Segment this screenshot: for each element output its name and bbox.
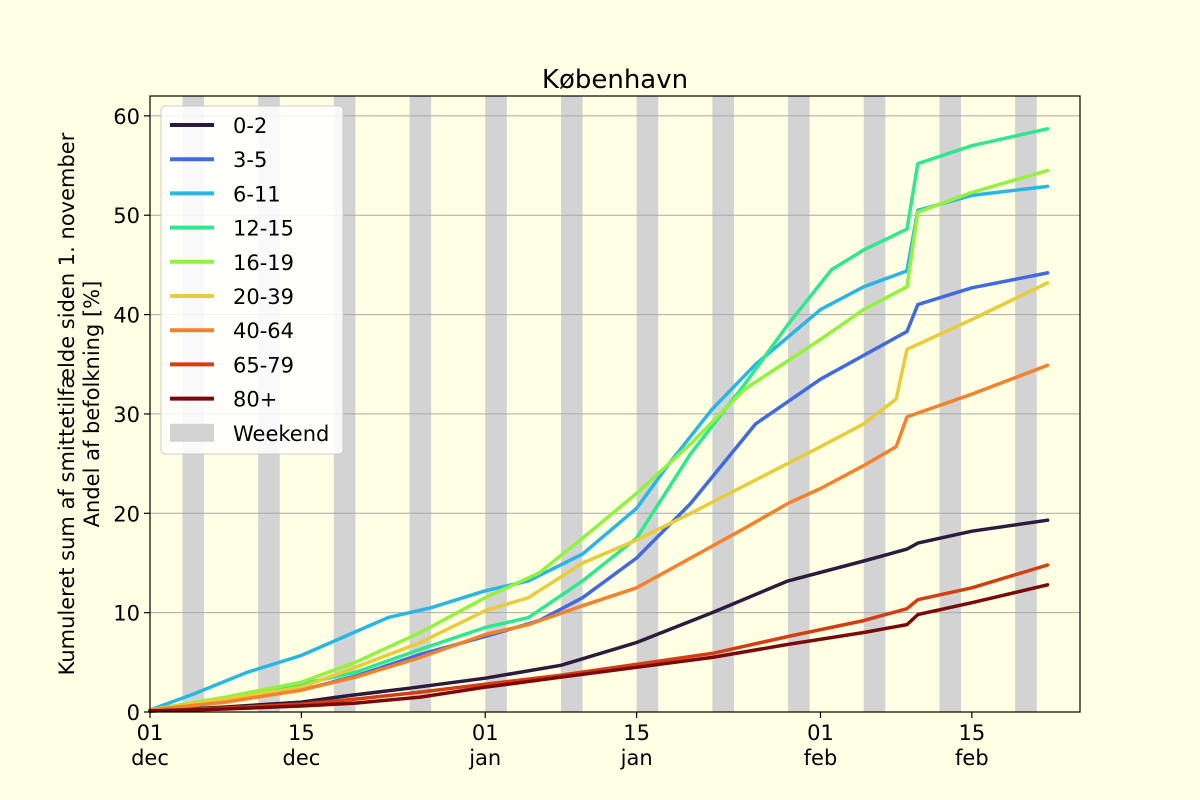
x-tick-label-day: 15 (288, 721, 315, 745)
chart-title: København (542, 65, 688, 95)
legend: 0-2 3-5 6-11 12-15 16-19 20-39 40-64 65-79 80+ We… (160, 105, 344, 455)
legend-label: 12-15 (233, 217, 294, 241)
legend-label: 80+ (233, 388, 277, 412)
weekend-band (485, 96, 507, 712)
weekend-band (788, 96, 810, 712)
legend-label: 3-5 (233, 148, 267, 172)
series-line-0-2 (148, 518, 1050, 713)
x-tick-label-day: 01 (807, 721, 834, 745)
legend-label: 16-19 (233, 251, 294, 275)
series-line-6-11 (148, 184, 1050, 712)
series-line-65-79 (148, 563, 1050, 713)
legend-label-weekend: Weekend (233, 422, 329, 446)
legend-label: 0-2 (233, 114, 267, 138)
weekend-band (1015, 96, 1037, 712)
y-tick-label: 60 (113, 105, 140, 129)
weekend-band (560, 96, 583, 712)
x-tick-label-day: 01 (472, 721, 499, 745)
legend-label: 6-11 (233, 182, 281, 206)
x-tick-label-month: feb (955, 746, 989, 770)
y-tick-label: 0 (127, 701, 140, 725)
y-tick-label: 40 (113, 304, 140, 328)
x-tick-label-month: jan (468, 746, 501, 770)
y-axis: 0 10 20 30 40 50 60 (113, 105, 150, 725)
series-line-12-15 (148, 127, 1050, 712)
weekend-band (409, 96, 432, 712)
legend-swatch-weekend (170, 423, 214, 442)
legend-items: 0-2 3-5 6-11 12-15 16-19 20-39 40-64 65-79 80+ We… (170, 114, 329, 446)
x-tick-label-month: dec (282, 746, 320, 770)
series-line-40-64 (148, 363, 1050, 712)
legend-label: 65-79 (233, 353, 294, 377)
weekend-band (712, 96, 734, 712)
x-tick-label-day: 01 (137, 721, 164, 745)
series-line-20-39 (148, 281, 1050, 712)
plot-frame (149, 95, 1081, 713)
weekend-band (939, 96, 962, 712)
x-tick-label-day: 15 (623, 721, 650, 745)
legend-label: 20-39 (233, 285, 294, 309)
y-tick-label: 30 (113, 403, 140, 427)
x-tick-label-month: feb (804, 746, 838, 770)
y-tick-label: 50 (113, 204, 140, 228)
series-line-16-19 (148, 168, 1050, 712)
y-tick-label: 20 (113, 502, 140, 526)
legend-label: 40-64 (233, 319, 294, 343)
series-line-80+ (148, 583, 1050, 713)
x-tick-label-day: 15 (958, 721, 985, 745)
weekend-band (636, 96, 659, 712)
x-tick-label-month: dec (131, 746, 169, 770)
y-axis-label: Kumuleret sum af smittetilfælde siden 1.… (55, 132, 104, 675)
series-lines (148, 127, 1050, 713)
x-tick-label-month: jan (620, 746, 653, 770)
y-axis-label-line-2: Andel af befolkning [%] (80, 281, 104, 528)
y-tick-label: 10 (113, 602, 140, 626)
y-axis-label-line-1: Kumuleret sum af smittetilfælde siden 1.… (55, 132, 79, 675)
